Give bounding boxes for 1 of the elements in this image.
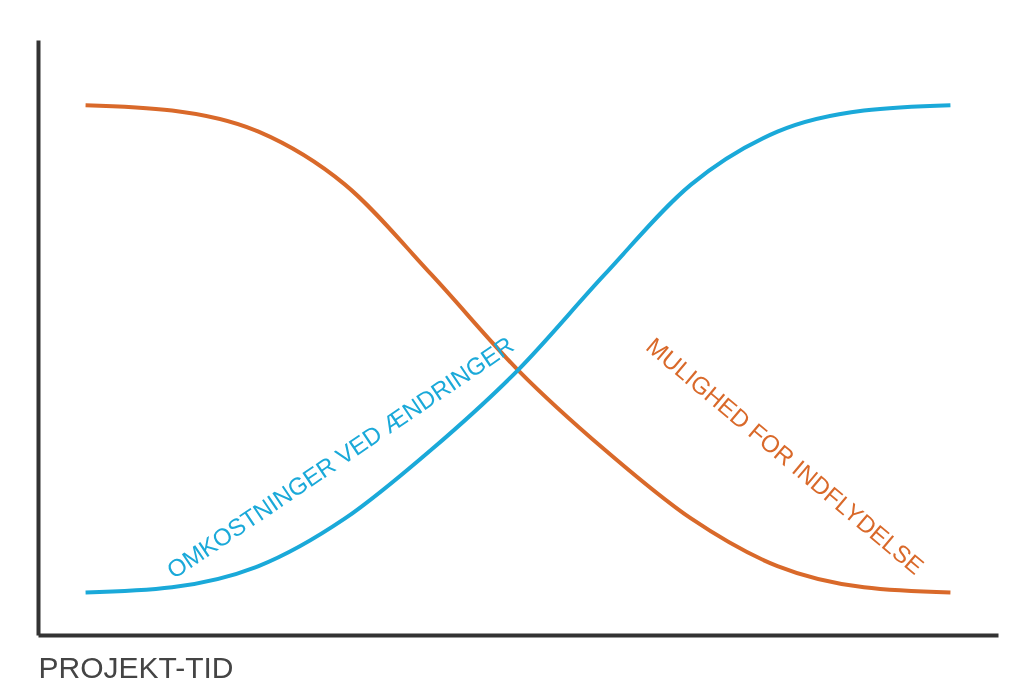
x-axis-title: PROJEKT-TID [38, 650, 234, 684]
